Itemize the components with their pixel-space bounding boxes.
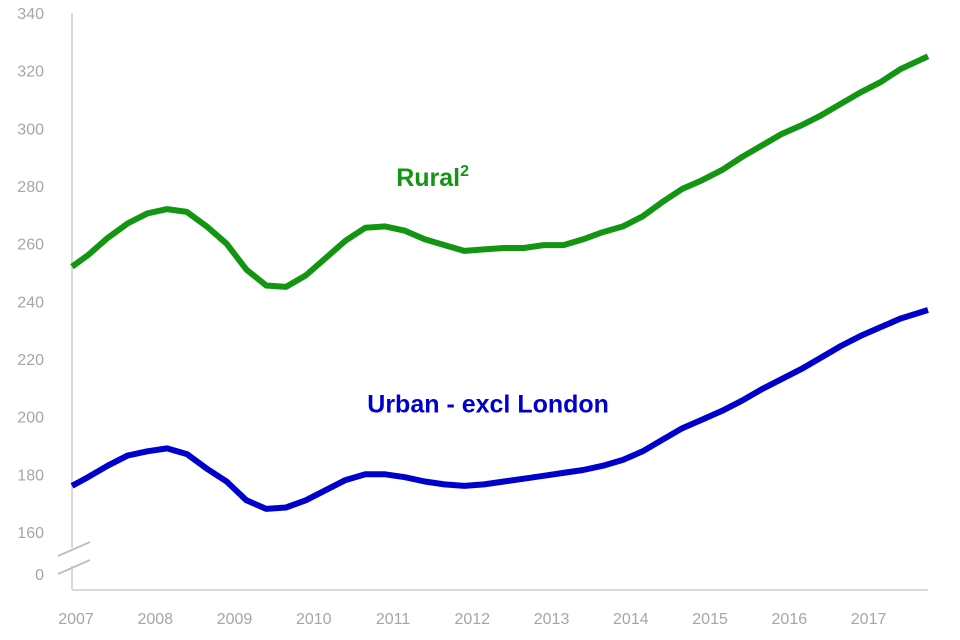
y-tick-label: 320: [17, 64, 44, 81]
x-axis: 2007 2008 2009 2010 2011 2012 2013 2014 2015 2016…: [58, 589, 928, 628]
y-axis: 160 180 200 220 240 260 280 300 320 340 0: [17, 6, 91, 590]
y-tick-label: 160: [17, 525, 44, 542]
y-tick-label: 280: [17, 179, 44, 196]
series-line-rural: [70, 53, 930, 290]
x-tick-label: 2016: [772, 611, 808, 628]
series-label-rural: Rural2: [396, 163, 469, 192]
series-line-urban-excl-london: [70, 307, 929, 512]
x-tick-label: 2014: [613, 611, 649, 628]
series-label-urban-excl-london: Urban - excl London: [367, 390, 609, 418]
y-tick-label: 340: [17, 6, 44, 23]
x-tick-label: 2011: [376, 611, 411, 628]
y-tick-label: 180: [17, 467, 44, 484]
x-tick-label: 2015: [692, 611, 728, 628]
series-layer: [70, 53, 930, 512]
y-tick-label: 0: [35, 567, 44, 584]
series-labels: Rural2 Urban - excl London: [367, 163, 609, 418]
x-tick-label: 2009: [217, 611, 253, 628]
y-tick-label: 220: [17, 352, 44, 369]
x-tick-label: 2017: [851, 611, 887, 628]
y-tick-label: 240: [17, 294, 44, 311]
y-tick-label: 300: [17, 121, 44, 138]
y-tick-label: 260: [17, 237, 44, 254]
axis-break-mark: [57, 559, 91, 575]
x-tick-label: 2012: [454, 611, 490, 628]
x-tick-label: 2008: [137, 611, 173, 628]
x-tick-label: 2007: [58, 611, 94, 628]
x-tick-label: 2010: [296, 611, 332, 628]
x-tick-label: 2013: [534, 611, 570, 628]
y-tick-label: 200: [17, 410, 44, 427]
axis-break-mark: [57, 541, 91, 557]
